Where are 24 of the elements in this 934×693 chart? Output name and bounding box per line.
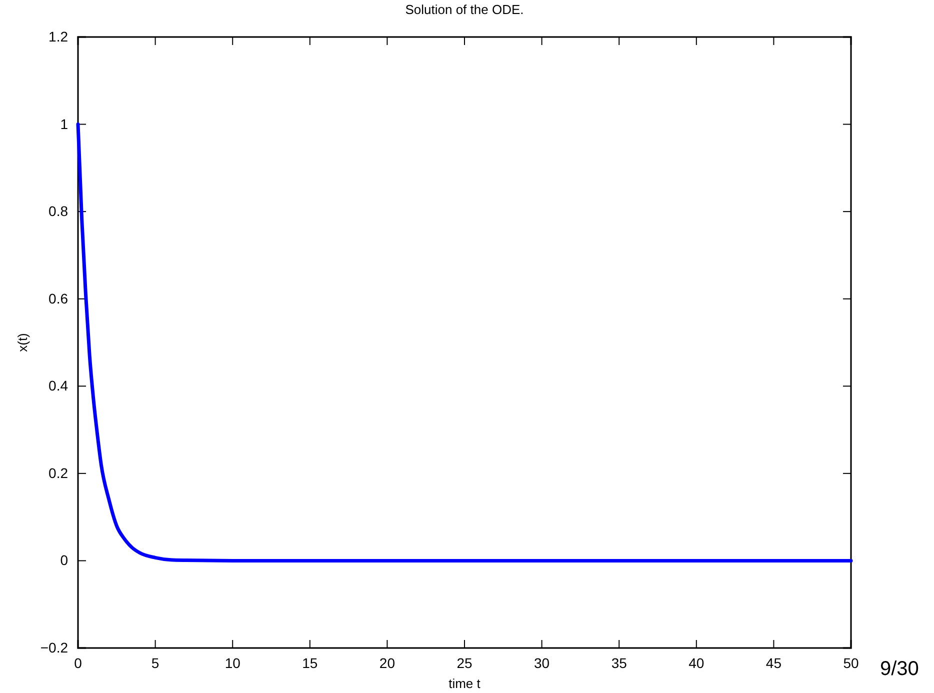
y-tick-label: 0 <box>60 552 68 568</box>
x-tick-label: 50 <box>843 654 859 671</box>
y-tick-label: −0.2 <box>40 639 68 656</box>
x-tick-label: 25 <box>456 654 472 671</box>
x-tick-label: 45 <box>766 654 782 671</box>
x-tick-label: 35 <box>611 654 628 671</box>
x-tick-label: 5 <box>151 654 160 671</box>
x-tick-label: 10 <box>224 654 241 671</box>
y-tick-label: 0.4 <box>48 378 68 394</box>
x-axis-title: time t <box>448 676 481 691</box>
y-tick-label: 0.2 <box>48 464 68 481</box>
x-tick-label: 20 <box>379 654 396 671</box>
y-tick-label: 0.8 <box>48 203 68 220</box>
x-tick-label: 0 <box>74 654 82 671</box>
x-tick-label: 30 <box>534 654 550 671</box>
y-tick-label: 1.2 <box>48 28 68 44</box>
y-axis-title: x(t) <box>15 333 30 352</box>
chart-title: Solution of the ODE. <box>405 2 524 17</box>
line-series <box>76 122 853 562</box>
x-tick-label: 40 <box>688 654 704 671</box>
x-tick-label: 15 <box>302 654 318 671</box>
y-tick-label: 1 <box>60 116 68 132</box>
text: 9/30 <box>880 658 919 680</box>
y-tick-label: 0.6 <box>48 290 68 306</box>
